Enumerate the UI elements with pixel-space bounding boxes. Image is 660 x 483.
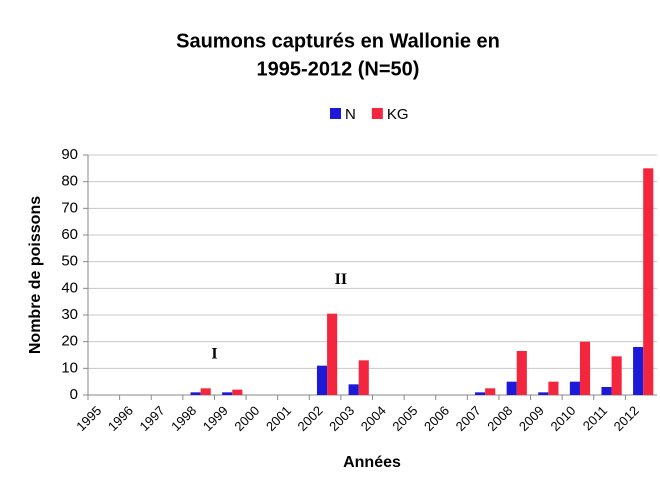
bar: [348, 384, 359, 395]
bar: [316, 365, 328, 395]
bar: [601, 387, 612, 395]
bar: [200, 388, 211, 395]
bar: [643, 168, 654, 395]
y-axis-label: Nombre de poissons: [27, 196, 44, 354]
chart-title: 1995-2012 (N=50): [257, 58, 420, 80]
y-tick-label: 60: [61, 226, 78, 243]
bar: [506, 381, 517, 395]
bar: [516, 351, 527, 395]
bar: [475, 392, 486, 395]
annotation: I: [211, 346, 217, 363]
bar: [485, 388, 496, 395]
y-tick-label: 0: [70, 386, 78, 403]
legend-swatch: [330, 108, 341, 119]
legend-label: N: [345, 106, 356, 123]
bar: [190, 392, 201, 395]
y-tick-label: 70: [61, 199, 78, 216]
bar: [327, 313, 338, 395]
y-tick-label: 80: [61, 173, 78, 190]
bar: [611, 356, 622, 395]
y-tick-label: 10: [61, 359, 78, 376]
y-tick-label: 30: [61, 306, 78, 323]
bar: [358, 360, 369, 395]
y-tick-label: 40: [61, 279, 78, 296]
y-tick-label: 20: [61, 333, 78, 350]
bar: [538, 392, 549, 395]
bar: [548, 381, 559, 395]
x-axis-label: Années: [343, 454, 401, 471]
chart-title: Saumons capturés en Wallonie en: [176, 30, 500, 52]
annotation: II: [335, 271, 347, 288]
y-tick-label: 50: [61, 253, 78, 270]
bar: [579, 341, 591, 395]
legend-label: KG: [387, 106, 409, 123]
bar: [633, 347, 644, 395]
bar: [222, 392, 233, 395]
y-tick-label: 90: [61, 146, 78, 163]
bar: [232, 389, 243, 395]
legend-swatch: [371, 108, 383, 119]
bar: [569, 381, 580, 395]
